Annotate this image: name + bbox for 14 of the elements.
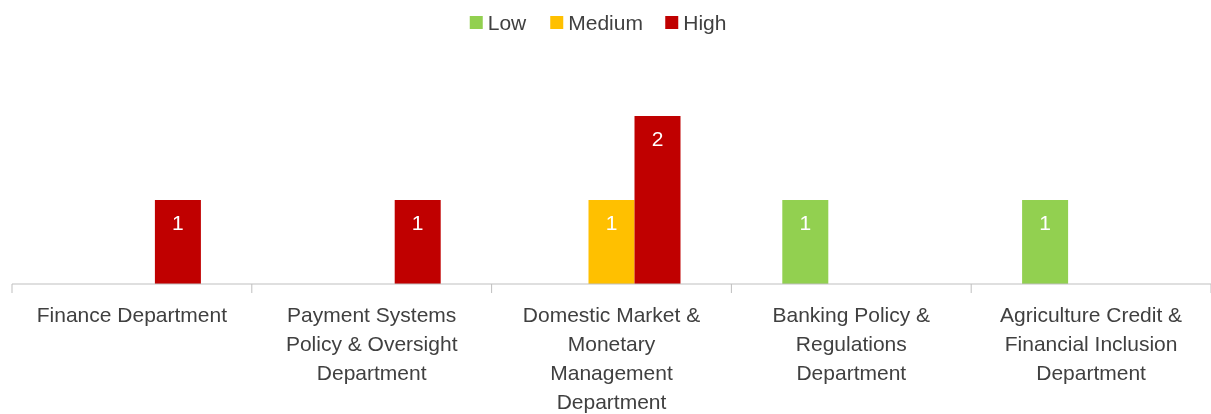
x-tick-label: Finance Department xyxy=(36,303,228,326)
x-tick-label: Banking Policy & Regulations Department xyxy=(772,303,931,384)
legend-label: High xyxy=(683,11,727,34)
data-label: 1 xyxy=(1039,211,1051,234)
data-label: 1 xyxy=(605,211,618,234)
data-label: 1 xyxy=(172,211,184,234)
data-label: 1 xyxy=(411,211,424,234)
x-tick-label: Domestic Market & Monetary Management Department xyxy=(522,303,701,413)
data-label: 2 xyxy=(651,127,664,150)
x-tick-label: Payment Systems Policy & Oversight Department xyxy=(285,303,458,384)
legend-label: Low xyxy=(487,11,528,34)
legend-label: Medium xyxy=(568,11,643,34)
x-tick-label: Agriculture Credit & Financial Inclusion Department xyxy=(1000,303,1183,384)
data-label: 1 xyxy=(799,211,812,234)
